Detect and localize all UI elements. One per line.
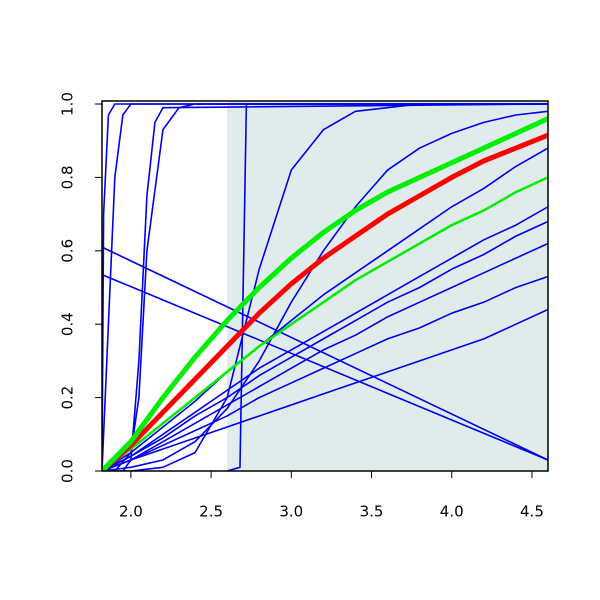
y-tick-label: 0.2	[59, 386, 77, 410]
x-tick-label: 3.5	[360, 503, 384, 521]
y-tick-label: 0.6	[59, 239, 77, 263]
x-tick-label: 4.0	[440, 503, 464, 521]
series-line	[102, 116, 548, 471]
series-line	[102, 273, 548, 461]
series-line	[102, 132, 548, 471]
series-line	[102, 242, 548, 471]
series-line	[102, 246, 548, 461]
series-line	[102, 275, 548, 471]
x-tick-label: 2.0	[119, 503, 143, 521]
x-tick-label: 3.0	[279, 503, 303, 521]
series-line	[122, 103, 548, 471]
x-tick-label: 2.5	[199, 503, 223, 521]
plot-frame	[101, 100, 549, 472]
series-line	[102, 110, 548, 471]
y-tick-label: 0.4	[59, 312, 77, 336]
y-tick-label: 1.0	[59, 92, 77, 116]
series-line	[102, 147, 548, 471]
series-line	[226, 103, 548, 471]
y-tick-label: 0.8	[59, 165, 77, 189]
series-line	[102, 176, 548, 471]
x-tick-label: 4.5	[520, 503, 544, 521]
y-tick-label: 0.0	[59, 459, 77, 483]
series-line	[102, 206, 548, 471]
series-line	[102, 220, 548, 471]
series-line	[102, 308, 548, 471]
